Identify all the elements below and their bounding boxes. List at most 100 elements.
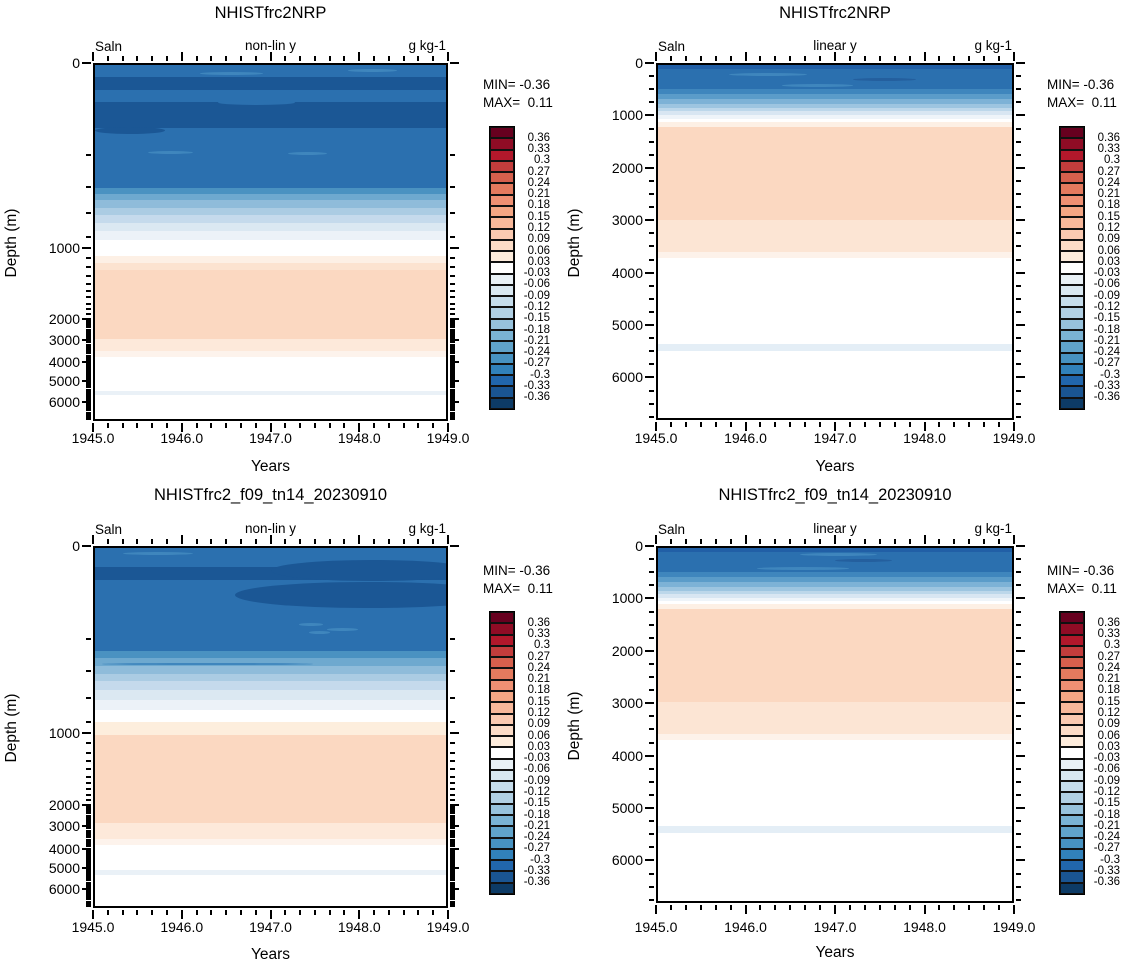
x-tick-bottom bbox=[968, 422, 971, 427]
colorbar-cell bbox=[1060, 724, 1084, 737]
contour-band bbox=[658, 111, 1012, 116]
y-tick-left bbox=[86, 386, 91, 389]
colorbar: 0.36 0.33 0.3 0.27 0.24 0.21 0.18 0.15 0.12 0.09 0… bbox=[489, 126, 550, 410]
y-tick-left bbox=[645, 649, 654, 652]
colorbar-cell bbox=[490, 758, 514, 770]
colorbar-tick-label: -0.12 bbox=[1093, 300, 1120, 313]
y-tick-right bbox=[450, 334, 455, 337]
y-tick-right bbox=[1016, 728, 1021, 731]
subtitle-variable: Saln bbox=[95, 39, 123, 54]
y-tick-right bbox=[450, 352, 455, 355]
y-tick-right bbox=[1016, 271, 1025, 274]
colorbar-cell bbox=[1060, 296, 1084, 308]
y-tick-label: 0 bbox=[72, 55, 80, 71]
y-tick-right bbox=[450, 317, 459, 320]
colorbar-tick-label: -0.18 bbox=[1093, 808, 1120, 821]
y-tick-right bbox=[450, 154, 455, 156]
colorbar-cell bbox=[1060, 352, 1084, 364]
x-tick-top bbox=[878, 56, 881, 61]
x-tick-bottom bbox=[373, 423, 376, 428]
y-tick-right bbox=[450, 831, 455, 834]
colorbar-cell bbox=[490, 882, 514, 894]
x-tick-bottom bbox=[893, 422, 896, 427]
y-tick-left bbox=[86, 388, 91, 391]
contour-feature bbox=[835, 558, 892, 562]
colorbar-frame bbox=[489, 126, 515, 410]
x-tick-bottom bbox=[938, 905, 941, 910]
x-tick-bottom bbox=[165, 910, 168, 915]
x-tick-bottom bbox=[106, 423, 109, 428]
x-tick-top bbox=[358, 52, 361, 61]
y-tick-left bbox=[86, 374, 91, 377]
y-tick-left bbox=[86, 859, 91, 862]
y-tick-left bbox=[86, 894, 91, 897]
colorbar-cell bbox=[1060, 792, 1084, 804]
y-tick-right bbox=[450, 881, 455, 884]
colorbar-tick-label: 0.27 bbox=[1097, 650, 1120, 663]
x-axis-label: Years bbox=[815, 944, 855, 961]
colorbar-cell bbox=[1060, 149, 1084, 161]
x-tick-bottom bbox=[923, 422, 926, 431]
y-tick-left bbox=[86, 275, 91, 277]
y-tick-left bbox=[649, 898, 654, 901]
x-tick-bottom bbox=[655, 905, 657, 914]
y-tick-left bbox=[649, 820, 654, 823]
x-tick-label: 1948.0 bbox=[903, 919, 946, 935]
y-tick-right bbox=[450, 365, 455, 368]
y-tick-left bbox=[86, 849, 91, 852]
colorbar-tick-label: 0.06 bbox=[1097, 729, 1120, 742]
x-tick-top bbox=[195, 539, 198, 544]
y-tick-right bbox=[450, 904, 455, 907]
y-tick-right bbox=[450, 185, 455, 188]
y-tick-right bbox=[450, 257, 455, 260]
x-tick-bottom bbox=[669, 422, 672, 427]
contour-band bbox=[658, 571, 1012, 577]
y-tick-left bbox=[86, 845, 91, 848]
y-tick-left bbox=[649, 833, 654, 836]
colorbar-tick-label: -0.18 bbox=[523, 323, 550, 336]
y-tick-right bbox=[1016, 206, 1021, 209]
y-tick-left bbox=[649, 297, 654, 300]
stat-min: MIN= -0.36 bbox=[483, 563, 551, 578]
y-tick-right bbox=[450, 376, 455, 379]
contour-band bbox=[658, 103, 1012, 108]
y-tick-left bbox=[86, 368, 91, 371]
y-tick-left bbox=[649, 245, 654, 248]
y-tick-right bbox=[1016, 715, 1021, 718]
x-tick-top bbox=[684, 539, 687, 544]
colorbar-tick-label: 0.21 bbox=[1097, 673, 1120, 686]
y-tick-left bbox=[82, 545, 91, 547]
x-tick-bottom bbox=[343, 910, 346, 915]
x-tick-top bbox=[239, 56, 242, 61]
y-tick-left bbox=[82, 866, 91, 869]
y-tick-left bbox=[645, 807, 654, 809]
x-tick-bottom bbox=[417, 423, 420, 428]
contour-feature bbox=[123, 551, 194, 555]
colorbar-tick-label: 0.21 bbox=[527, 188, 550, 201]
x-axis-label: Years bbox=[815, 458, 855, 475]
colorbar-tick-label: 0.21 bbox=[1097, 188, 1120, 201]
y-tick-right bbox=[450, 849, 455, 852]
y-tick-right bbox=[450, 374, 455, 377]
colorbar-tick-label: -0.18 bbox=[1093, 323, 1120, 336]
colorbar-tick-label: -0.03 bbox=[1093, 752, 1120, 765]
y-tick-left bbox=[86, 670, 91, 673]
x-tick-top bbox=[714, 539, 717, 544]
y-tick-left bbox=[86, 799, 91, 802]
y-tick-left bbox=[649, 232, 654, 235]
colorbar-tick-label: 0.33 bbox=[1097, 143, 1120, 156]
colorbar-tick-label: 0.09 bbox=[1097, 718, 1120, 731]
contour-band bbox=[95, 200, 446, 209]
x-tick-bottom bbox=[121, 910, 124, 915]
y-tick-right bbox=[450, 322, 455, 325]
colorbar-tick-label: -0.21 bbox=[1093, 819, 1120, 832]
x-tick-top bbox=[968, 539, 971, 544]
x-tick-bottom bbox=[923, 905, 926, 914]
y-tick-right bbox=[450, 363, 455, 366]
contour-feature bbox=[217, 100, 296, 106]
y-tick-left bbox=[649, 350, 654, 353]
y-tick-left bbox=[649, 101, 654, 104]
y-tick-right bbox=[450, 866, 459, 869]
colorbar-tick-label: -0.33 bbox=[523, 379, 550, 392]
y-tick-left bbox=[86, 365, 91, 368]
